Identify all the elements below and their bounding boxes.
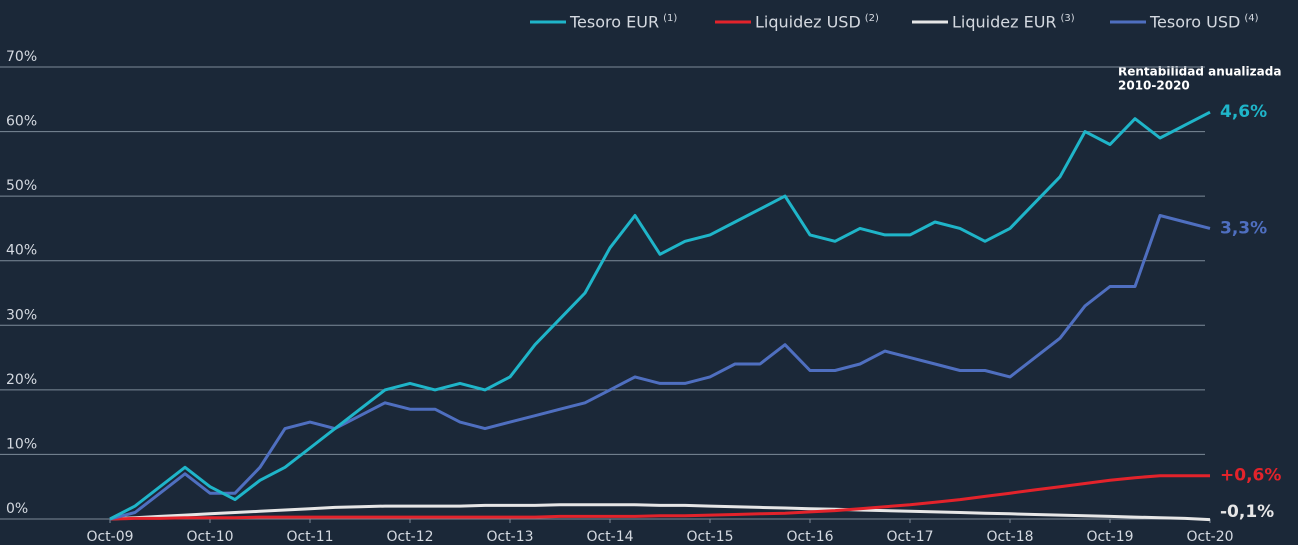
y-tick-label: 0% — [6, 501, 28, 517]
x-tick-label: Oct-12 — [386, 529, 433, 545]
series-line — [109, 214, 1211, 521]
end-label: +0,6% — [1220, 466, 1281, 486]
end-label: 3,3% — [1220, 218, 1267, 238]
legend-note: (3) — [1061, 13, 1075, 24]
legend-label: Tesoro EUR — [569, 13, 659, 32]
y-tick-label: 20% — [6, 372, 37, 388]
legend-note: (4) — [1244, 13, 1258, 24]
y-tick-label: 40% — [6, 243, 37, 259]
x-tick-label: Oct-18 — [986, 529, 1033, 545]
x-tick-label: Oct-09 — [86, 529, 133, 545]
x-tick-label: Oct-14 — [586, 529, 633, 545]
legend-note: (2) — [865, 13, 879, 24]
x-tick-label: Oct-19 — [1086, 529, 1133, 545]
x-tick-label: Oct-13 — [486, 529, 533, 545]
legend-note: (1) — [663, 13, 677, 24]
annotation: Rentabilidad anualizada — [1118, 65, 1281, 79]
x-tick-label: Oct-10 — [186, 529, 233, 545]
x-tick-label: Oct-16 — [786, 529, 833, 545]
y-tick-label: 50% — [6, 178, 37, 194]
legend-label: Tesoro USD — [1149, 13, 1240, 32]
x-tick-label: Oct-15 — [686, 529, 733, 545]
annotation: 2010-2020 — [1118, 79, 1190, 93]
series-line — [109, 503, 1211, 522]
series-line — [109, 110, 1211, 521]
x-tick-label: Oct-17 — [886, 529, 933, 545]
legend-label: Liquidez USD — [755, 13, 861, 32]
legend-label: Liquidez EUR — [952, 13, 1057, 32]
x-tick-label: Oct-11 — [286, 529, 333, 545]
y-tick-label: 60% — [6, 114, 37, 130]
end-label: 4,6% — [1220, 102, 1267, 122]
x-tick-label: Oct-20 — [1186, 529, 1233, 545]
series-line — [109, 474, 1210, 521]
end-label: -0,1% — [1220, 502, 1274, 522]
y-tick-label: 70% — [6, 49, 37, 65]
y-tick-label: 10% — [6, 436, 37, 452]
y-tick-label: 30% — [6, 307, 37, 323]
